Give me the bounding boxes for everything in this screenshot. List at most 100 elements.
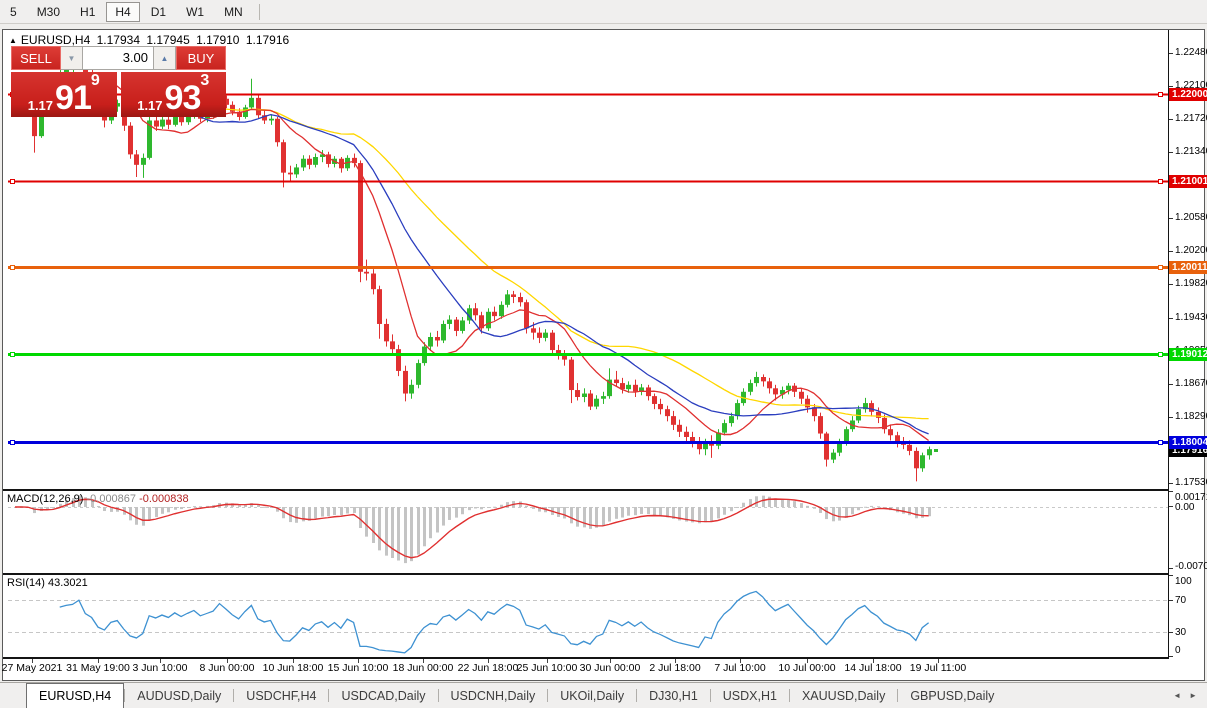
price-tick-label: 1.21340 bbox=[1175, 146, 1207, 157]
time-axis-label: 31 May 19:00 bbox=[66, 662, 130, 674]
time-tick-mark bbox=[740, 659, 741, 663]
time-tick-mark bbox=[293, 659, 294, 663]
price-tick-mark bbox=[1169, 284, 1173, 285]
tab-audusd-daily[interactable]: AUDUSD,Daily bbox=[137, 688, 222, 703]
price-tick-label: 1.18290 bbox=[1175, 411, 1207, 422]
time-axis-label: 8 Jun 00:00 bbox=[199, 662, 255, 674]
time-tick-mark bbox=[423, 659, 424, 663]
time-axis-label: 15 Jun 10:00 bbox=[327, 662, 389, 674]
volume-decrease-button[interactable]: ▼ bbox=[61, 46, 83, 70]
price-tick-mark bbox=[1169, 384, 1173, 385]
sell-price-display[interactable]: 1.17 91 9 bbox=[11, 72, 117, 117]
price-tick-mark bbox=[1169, 251, 1173, 252]
rsi-tick-mark bbox=[1169, 600, 1173, 601]
macd-tick-mark bbox=[1169, 491, 1173, 492]
time-tick-mark bbox=[873, 659, 874, 663]
time-axis-label: 19 Jul 11:00 bbox=[909, 662, 967, 674]
macd-axis-bottom: -0.00709 bbox=[1175, 561, 1207, 572]
macd-tick-mark bbox=[1169, 568, 1173, 569]
tab-usdx-h1[interactable]: USDX,H1 bbox=[722, 688, 777, 703]
price-tick-mark bbox=[1169, 53, 1173, 54]
tab-usdcad-daily[interactable]: USDCAD,Daily bbox=[341, 688, 426, 703]
buy-button[interactable]: BUY bbox=[176, 46, 226, 70]
tab-separator bbox=[636, 689, 638, 702]
price-tick-mark bbox=[1169, 86, 1173, 87]
macd-label: MACD(12,26,9) -0.000867 -0.000838 bbox=[7, 493, 189, 505]
tab-separator bbox=[709, 689, 711, 702]
time-axis-label: 7 Jul 10:00 bbox=[714, 662, 766, 674]
time-axis-label: 27 May 2021 bbox=[1, 662, 63, 674]
price-tick-mark bbox=[1169, 152, 1173, 153]
one-click-trade-panel: SELL ▼ 3.00 ▲ BUY 1.17 91 9 1.17 93 3 bbox=[11, 46, 226, 118]
buy-price-display[interactable]: 1.17 93 3 bbox=[120, 72, 226, 117]
price-tick-mark bbox=[1169, 218, 1173, 219]
rsi-axis-label: 0 bbox=[1175, 645, 1181, 656]
time-tick-mark bbox=[610, 659, 611, 663]
tab-gbpusd-daily[interactable]: GBPUSD,Daily bbox=[910, 688, 995, 703]
rsi-value: 43.3021 bbox=[47, 577, 88, 589]
buy-price-pip: 3 bbox=[200, 72, 210, 89]
price-axis-border bbox=[1168, 30, 1169, 659]
macd-indicator-canvas[interactable] bbox=[8, 491, 1168, 573]
tab-eurusd-h4[interactable]: EURUSD,H4 bbox=[26, 683, 125, 708]
volume-input[interactable]: 3.00 bbox=[83, 46, 154, 70]
time-axis-label: 10 Jul 00:00 bbox=[778, 662, 836, 674]
price-tick-label: 1.19820 bbox=[1175, 278, 1207, 289]
time-tick-mark bbox=[675, 659, 676, 663]
timeframe-button-d1[interactable]: D1 bbox=[150, 4, 167, 19]
timeframe-button-5[interactable]: 5 bbox=[10, 4, 17, 19]
tab-separator bbox=[547, 689, 549, 702]
macd-tick-mark bbox=[1169, 506, 1173, 507]
price-tick-label: 1.20580 bbox=[1175, 212, 1207, 223]
timeframe-button-w1[interactable]: W1 bbox=[186, 4, 205, 19]
time-tick-mark bbox=[807, 659, 808, 663]
rsi-tick-mark bbox=[1169, 575, 1173, 576]
hline-price-tag[interactable]: 1.22000 bbox=[1169, 88, 1207, 101]
time-tick-mark bbox=[32, 659, 33, 663]
time-tick-mark bbox=[547, 659, 548, 663]
hline-price-tag[interactable]: 1.18004 bbox=[1169, 436, 1207, 449]
tab-separator bbox=[897, 689, 899, 702]
tab-scroll-right-icon[interactable]: ► bbox=[1189, 691, 1197, 700]
timeframe-button-h1[interactable]: H1 bbox=[80, 4, 96, 19]
rsi-label: RSI(14) 43.3021 bbox=[7, 577, 88, 589]
tab-dj30-h1[interactable]: DJ30,H1 bbox=[649, 688, 698, 703]
time-tick-mark bbox=[358, 659, 359, 663]
tab-xauusd-daily[interactable]: XAUUSD,Daily bbox=[801, 688, 886, 703]
volume-increase-button[interactable]: ▲ bbox=[154, 46, 176, 70]
chevron-up-icon: ▲ bbox=[160, 53, 169, 63]
time-axis-label: 10 Jun 18:00 bbox=[262, 662, 324, 674]
panel-separator[interactable] bbox=[3, 573, 1168, 575]
timeframe-button-h4[interactable]: H4 bbox=[106, 1, 140, 22]
tab-scroll-left-icon[interactable]: ◄ bbox=[1173, 691, 1182, 700]
rsi-tick-mark bbox=[1169, 632, 1173, 633]
time-tick-mark bbox=[227, 659, 228, 663]
price-tick-mark bbox=[1169, 417, 1173, 418]
chart-title: ▲ EURUSD,H4 1.17934 1.17945 1.17910 1.179… bbox=[9, 33, 292, 47]
collapse-icon[interactable]: ▲ bbox=[9, 36, 17, 45]
timeframe-button-mn[interactable]: MN bbox=[224, 4, 243, 19]
sell-button[interactable]: SELL bbox=[11, 46, 61, 70]
hline-price-tag[interactable]: 1.20011 bbox=[1169, 261, 1207, 274]
tab-ukoil-daily[interactable]: UKOil,Daily bbox=[560, 688, 625, 703]
chart-window: ▲ EURUSD,H4 1.17934 1.17945 1.17910 1.179… bbox=[1, 29, 1207, 681]
chart-symbol: EURUSD,H4 bbox=[20, 33, 91, 47]
tab-separator bbox=[788, 689, 790, 702]
price-tick-mark bbox=[1169, 483, 1173, 484]
price-tick-label: 1.19430 bbox=[1175, 312, 1207, 323]
tab-usdchf-h4[interactable]: USDCHF,H4 bbox=[246, 688, 317, 703]
tab-usdcnh-daily[interactable]: USDCNH,Daily bbox=[450, 688, 536, 703]
hline-price-tag[interactable]: 1.21001 bbox=[1169, 175, 1207, 188]
price-tick-label: 1.22100 bbox=[1175, 80, 1207, 91]
hline-price-tag[interactable]: 1.19012 bbox=[1169, 348, 1207, 361]
price-tick-label: 1.20200 bbox=[1175, 245, 1207, 256]
timeframe-button-m30[interactable]: M30 bbox=[36, 4, 61, 19]
time-tick-mark bbox=[488, 659, 489, 663]
macd-axis-zero: 0.00 bbox=[1175, 502, 1195, 513]
rsi-indicator-canvas[interactable] bbox=[8, 575, 1168, 657]
panel-separator[interactable] bbox=[3, 489, 1168, 491]
tab-separator bbox=[233, 689, 235, 702]
sell-price-prefix: 1.17 bbox=[27, 98, 54, 113]
price-tick-label: 1.21720 bbox=[1175, 113, 1207, 124]
toolbar-separator bbox=[258, 3, 260, 20]
